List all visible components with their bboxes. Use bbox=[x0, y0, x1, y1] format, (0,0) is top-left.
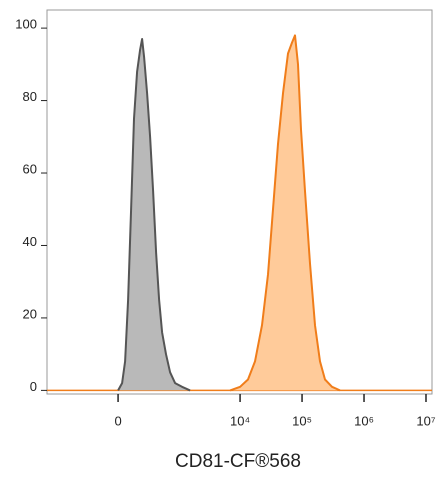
x-tick-label: 10⁵ bbox=[292, 413, 312, 428]
x-tick-label: 10⁷ bbox=[416, 413, 435, 428]
y-tick-label: 40 bbox=[23, 234, 37, 249]
y-tick-label: 20 bbox=[23, 306, 37, 321]
y-tick-label: 80 bbox=[23, 89, 37, 104]
y-tick-label: 0 bbox=[30, 379, 37, 394]
x-tick-label: 10⁴ bbox=[230, 413, 250, 428]
histogram-line bbox=[229, 34, 341, 392]
y-tick-label: 60 bbox=[23, 161, 37, 176]
histogram-area bbox=[230, 35, 340, 391]
histogram-line bbox=[117, 38, 191, 392]
x-tick-label: 10⁶ bbox=[354, 413, 374, 428]
x-tick-label: 0 bbox=[114, 413, 121, 428]
y-tick-label: 100 bbox=[15, 17, 37, 32]
plot-frame bbox=[46, 9, 433, 395]
x-axis-title: CD81-CF®568 bbox=[175, 451, 301, 472]
